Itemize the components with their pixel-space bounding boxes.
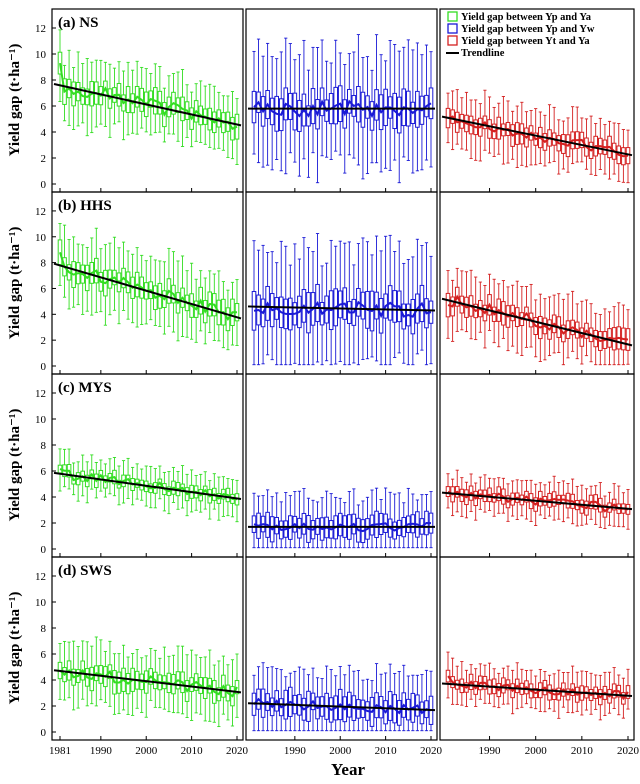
panel-label: (c) MYS [58,380,112,396]
median-line [447,294,629,343]
y-tick-label: 12 [35,388,46,400]
panel-frame [51,556,244,741]
legend-label-trend: Trendline [461,48,505,59]
y-tick-label: 6 [41,101,47,113]
panel-1-2 [245,8,438,193]
trend-line [53,471,242,501]
y-tick-label: 2 [41,335,47,347]
y-tick-label: 12 [35,206,46,218]
legend-swatch-blue [447,23,458,34]
x-tick-label: 2010 [181,745,204,757]
panel-frame [245,556,438,741]
x-axis-title: Year [331,760,365,779]
panel-2-1: 0 2 4 6 8 10 12 (b) HHS [35,191,244,375]
y-tick-label: 10 [35,49,47,61]
x-tick-label: 1981 [49,745,71,757]
plot-grid: 0 2 4 6 8 10 12 (a) NS 0 2 4 6 8 10 12 (b) HHS 0 2 4 6 8 10 12… [35,8,640,757]
panel-2-3 [439,191,635,375]
panel-4-3: 1990 2000 2010 2020 [439,556,640,757]
y-tick-label: 2 [41,153,47,165]
panel-2-2 [245,191,438,375]
x-tick-label: 2000 [329,745,352,757]
y-axis-title-a: Yield gap (t·ha⁻¹) [7,44,23,157]
y-axis-title-c: Yield gap (t·ha⁻¹) [7,409,23,522]
panel-label: (b) HHS [58,198,112,214]
box [57,239,63,266]
panel-4-1: 0 2 4 6 8 10 12 (d) SWS 1981 1990 2000 2010 2020 [35,556,249,757]
x-tick-label: 2020 [226,745,249,757]
trend-line [53,669,242,694]
legend-label-yt-ya: Yield gap between Yt and Ya [461,36,590,47]
y-tick-label: 10 [35,597,47,609]
y-axis-title-b: Yield gap (t·ha⁻¹) [7,227,23,340]
x-tick-label: 1990 [284,745,307,757]
y-tick-label: 10 [35,232,47,244]
trend-line [441,297,633,347]
y-axis-title-d: Yield gap (t·ha⁻¹) [7,592,23,705]
trend-line [53,262,242,320]
y-tick-label: 0 [41,544,47,556]
legend-label-yp-ya: Yield gap between Yp and Ya [461,12,592,23]
y-tick-label: 12 [35,23,46,35]
x-tick-label: 2010 [375,745,398,757]
trend-line [247,305,436,312]
panel-frame [439,556,635,741]
trend-line [441,491,633,511]
legend-label-yp-yw: Yield gap between Yp and Yw [461,24,595,35]
y-tick-label: 6 [41,649,47,661]
x-tick-label: 2000 [525,745,548,757]
y-tick-label: 4 [41,127,47,139]
y-tick-label: 4 [41,309,47,321]
y-tick-label: 10 [35,414,47,426]
trend-line [53,83,242,127]
panel-4-2: 1990 2000 2010 2020 [245,556,443,757]
y-tick-label: 8 [41,623,47,635]
y-tick-label: 2 [41,701,47,713]
panel-1-1: 0 2 4 6 8 10 12 (a) NS [35,8,244,193]
trend-line [441,115,633,157]
y-tick-label: 4 [41,675,47,687]
y-tick-label: 0 [41,361,47,373]
panel-1-3 [439,8,635,193]
y-tick-label: 8 [41,75,47,87]
y-tick-label: 12 [35,571,46,583]
x-tick-label: 2020 [617,745,640,757]
legend: Yield gap between Yp and Ya Yield gap be… [446,11,595,59]
box [625,685,631,699]
y-tick-label: 6 [41,283,47,295]
panel-3-1: 0 2 4 6 8 10 12 (c) MYS [35,373,244,558]
y-tick-label: 8 [41,258,47,270]
y-tick-label: 0 [41,727,47,739]
trend-line [247,702,436,712]
panel-label: (a) NS [58,15,98,31]
x-tick-label: 2000 [135,745,158,757]
panel-3-2 [245,373,438,558]
median-line [253,300,432,319]
y-tick-label: 2 [41,518,47,530]
panel-label: (d) SWS [58,563,112,579]
panel-3-3 [439,373,635,558]
x-tick-label: 2020 [420,745,443,757]
trend-line [441,682,633,697]
x-tick-label: 1990 [479,745,502,757]
x-tick-label: 1990 [90,745,113,757]
y-tick-label: 4 [41,492,47,504]
median-line [59,668,238,698]
legend-swatch-green [447,11,458,22]
y-tick-label: 0 [41,179,47,191]
y-tick-label: 6 [41,466,47,478]
y-tick-label: 8 [41,440,47,452]
median-line [447,115,629,158]
x-tick-label: 2010 [571,745,594,757]
legend-swatch-red [447,35,458,46]
